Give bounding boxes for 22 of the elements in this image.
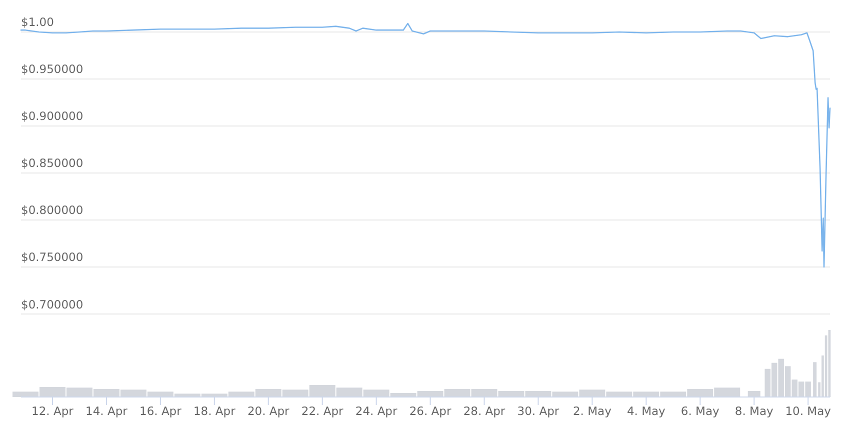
x-tick-label: 20. Apr [247,404,290,418]
x-tick-label: 6. May [680,404,720,418]
x-tick-label: 30. Apr [517,404,560,418]
x-tick-label: 8. May [734,404,774,418]
x-tick-label: 10. May [785,404,832,418]
y-tick-label: $0.750000 [21,250,84,264]
x-tick-label: 18. Apr [193,404,236,418]
y-tick-label: $1.00 [21,15,54,30]
x-tick-label: 24. Apr [355,404,398,418]
x-tick-label: 22. Apr [301,404,344,418]
y-tick-label: $0.950000 [21,62,84,76]
x-tick-label: 12. Apr [32,404,74,418]
x-tick-label: 14. Apr [86,404,128,418]
y-tick-label: $0.850000 [21,156,84,170]
y-tick-label: $0.700000 [21,297,84,312]
x-tick-label: 4. May [626,404,666,418]
x-tick-label: 26. Apr [409,404,452,418]
x-tick-label: 2. May [572,404,612,418]
x-tick-label: 28. Apr [463,404,506,418]
y-tick-label: $0.800000 [21,203,84,218]
y-tick-label: $0.900000 [21,109,84,124]
x-tick-label: 16. Apr [140,404,182,418]
